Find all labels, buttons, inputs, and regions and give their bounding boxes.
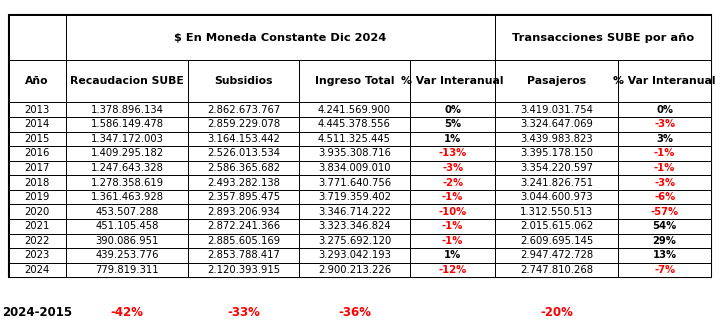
Text: 2024-2015: 2024-2015 bbox=[2, 306, 72, 319]
Text: 2013: 2013 bbox=[24, 105, 50, 115]
Text: 3%: 3% bbox=[656, 134, 673, 144]
Text: 1.247.643.328: 1.247.643.328 bbox=[91, 163, 163, 173]
Text: 3.834.009.010: 3.834.009.010 bbox=[318, 163, 391, 173]
Text: 2015: 2015 bbox=[24, 134, 50, 144]
Text: 3.323.346.824: 3.323.346.824 bbox=[318, 221, 391, 231]
Text: -1%: -1% bbox=[442, 221, 463, 231]
Text: -13%: -13% bbox=[438, 149, 467, 159]
Text: 3.439.983.823: 3.439.983.823 bbox=[521, 134, 593, 144]
Text: 2.609.695.145: 2.609.695.145 bbox=[520, 236, 593, 246]
Text: -3%: -3% bbox=[442, 163, 463, 173]
Text: 2.015.615.062: 2.015.615.062 bbox=[520, 221, 593, 231]
Text: % Var Interanual: % Var Interanual bbox=[613, 77, 716, 86]
Text: 2.747.810.268: 2.747.810.268 bbox=[520, 265, 593, 275]
Text: 2.893.206.934: 2.893.206.934 bbox=[207, 207, 280, 217]
Text: 1.586.149.478: 1.586.149.478 bbox=[91, 119, 163, 129]
Text: 3.419.031.754: 3.419.031.754 bbox=[521, 105, 593, 115]
Text: -42%: -42% bbox=[110, 306, 143, 319]
Text: 2.872.241.366: 2.872.241.366 bbox=[207, 221, 280, 231]
Text: 29%: 29% bbox=[653, 236, 677, 246]
Text: Año: Año bbox=[25, 77, 49, 86]
Text: Recaudacion SUBE: Recaudacion SUBE bbox=[70, 77, 184, 86]
Text: 779.819.311: 779.819.311 bbox=[95, 265, 158, 275]
Text: -1%: -1% bbox=[654, 163, 675, 173]
Text: 2022: 2022 bbox=[24, 236, 50, 246]
Text: -3%: -3% bbox=[654, 119, 675, 129]
Text: 3.719.359.402: 3.719.359.402 bbox=[318, 192, 391, 202]
Text: Ingreso Total: Ingreso Total bbox=[315, 77, 395, 86]
Text: 1.312.550.513: 1.312.550.513 bbox=[520, 207, 593, 217]
Text: 390.086.951: 390.086.951 bbox=[95, 236, 158, 246]
Text: 2016: 2016 bbox=[24, 149, 50, 159]
Text: 3.275.692.120: 3.275.692.120 bbox=[318, 236, 391, 246]
Text: 2.493.282.138: 2.493.282.138 bbox=[207, 177, 280, 187]
Text: 2018: 2018 bbox=[24, 177, 50, 187]
Text: 2019: 2019 bbox=[24, 192, 50, 202]
Text: 0%: 0% bbox=[656, 105, 673, 115]
Text: 2023: 2023 bbox=[24, 250, 50, 260]
Text: 2.853.788.417: 2.853.788.417 bbox=[207, 250, 280, 260]
Text: 2.586.365.682: 2.586.365.682 bbox=[207, 163, 280, 173]
Text: 1.378.896.134: 1.378.896.134 bbox=[91, 105, 163, 115]
Text: 3.395.178.150: 3.395.178.150 bbox=[520, 149, 593, 159]
Text: Subsidios: Subsidios bbox=[215, 77, 273, 86]
Text: 4.445.378.556: 4.445.378.556 bbox=[318, 119, 391, 129]
Text: -12%: -12% bbox=[438, 265, 467, 275]
Text: Transacciones SUBE por año: Transacciones SUBE por año bbox=[512, 33, 694, 43]
Text: 3.354.220.597: 3.354.220.597 bbox=[520, 163, 593, 173]
Text: -10%: -10% bbox=[438, 207, 467, 217]
Text: -2%: -2% bbox=[442, 177, 463, 187]
Text: 1%: 1% bbox=[444, 250, 462, 260]
Text: -1%: -1% bbox=[442, 192, 463, 202]
Text: 3.241.826.751: 3.241.826.751 bbox=[520, 177, 593, 187]
Text: 3.293.042.193: 3.293.042.193 bbox=[318, 250, 391, 260]
Text: 2021: 2021 bbox=[24, 221, 50, 231]
Text: 2.859.229.078: 2.859.229.078 bbox=[207, 119, 280, 129]
Text: Pasajeros: Pasajeros bbox=[527, 77, 586, 86]
Text: 439.253.776: 439.253.776 bbox=[95, 250, 158, 260]
Text: 2.120.393.915: 2.120.393.915 bbox=[207, 265, 280, 275]
Text: $ En Moneda Constante Dic 2024: $ En Moneda Constante Dic 2024 bbox=[174, 33, 387, 43]
Text: 2.862.673.767: 2.862.673.767 bbox=[207, 105, 280, 115]
Text: -33%: -33% bbox=[228, 306, 260, 319]
Text: 54%: 54% bbox=[652, 221, 677, 231]
Text: 1%: 1% bbox=[444, 134, 462, 144]
Text: 2.885.605.169: 2.885.605.169 bbox=[207, 236, 280, 246]
Text: 2.526.013.534: 2.526.013.534 bbox=[207, 149, 280, 159]
Text: -20%: -20% bbox=[540, 306, 573, 319]
Text: 2014: 2014 bbox=[24, 119, 50, 129]
Text: 13%: 13% bbox=[652, 250, 677, 260]
Text: 3.044.600.973: 3.044.600.973 bbox=[521, 192, 593, 202]
Text: -57%: -57% bbox=[651, 207, 679, 217]
Text: 4.511.325.445: 4.511.325.445 bbox=[318, 134, 391, 144]
Text: 2017: 2017 bbox=[24, 163, 50, 173]
Text: 451.105.458: 451.105.458 bbox=[95, 221, 158, 231]
Text: 2024: 2024 bbox=[24, 265, 50, 275]
Text: -36%: -36% bbox=[338, 306, 371, 319]
Text: % Var Interanual: % Var Interanual bbox=[401, 77, 504, 86]
Text: 1.409.295.182: 1.409.295.182 bbox=[91, 149, 163, 159]
Text: -1%: -1% bbox=[442, 236, 463, 246]
Text: 0%: 0% bbox=[444, 105, 461, 115]
Text: 453.507.288: 453.507.288 bbox=[95, 207, 158, 217]
Text: 3.935.308.716: 3.935.308.716 bbox=[318, 149, 391, 159]
Text: -1%: -1% bbox=[654, 149, 675, 159]
Text: 2020: 2020 bbox=[24, 207, 50, 217]
Text: 2.357.895.475: 2.357.895.475 bbox=[207, 192, 280, 202]
Text: 3.771.640.756: 3.771.640.756 bbox=[318, 177, 391, 187]
Text: -3%: -3% bbox=[654, 177, 675, 187]
Text: 1.278.358.619: 1.278.358.619 bbox=[91, 177, 163, 187]
Text: 3.164.153.442: 3.164.153.442 bbox=[207, 134, 280, 144]
Text: 1.347.172.003: 1.347.172.003 bbox=[91, 134, 163, 144]
Text: -7%: -7% bbox=[654, 265, 675, 275]
Text: 1.361.463.928: 1.361.463.928 bbox=[91, 192, 163, 202]
Text: -6%: -6% bbox=[654, 192, 675, 202]
Text: 2.900.213.226: 2.900.213.226 bbox=[318, 265, 391, 275]
Text: 5%: 5% bbox=[444, 119, 461, 129]
Text: 2.947.472.728: 2.947.472.728 bbox=[520, 250, 593, 260]
Text: 3.346.714.222: 3.346.714.222 bbox=[318, 207, 391, 217]
Text: 3.324.647.069: 3.324.647.069 bbox=[521, 119, 593, 129]
Text: 4.241.569.900: 4.241.569.900 bbox=[318, 105, 391, 115]
